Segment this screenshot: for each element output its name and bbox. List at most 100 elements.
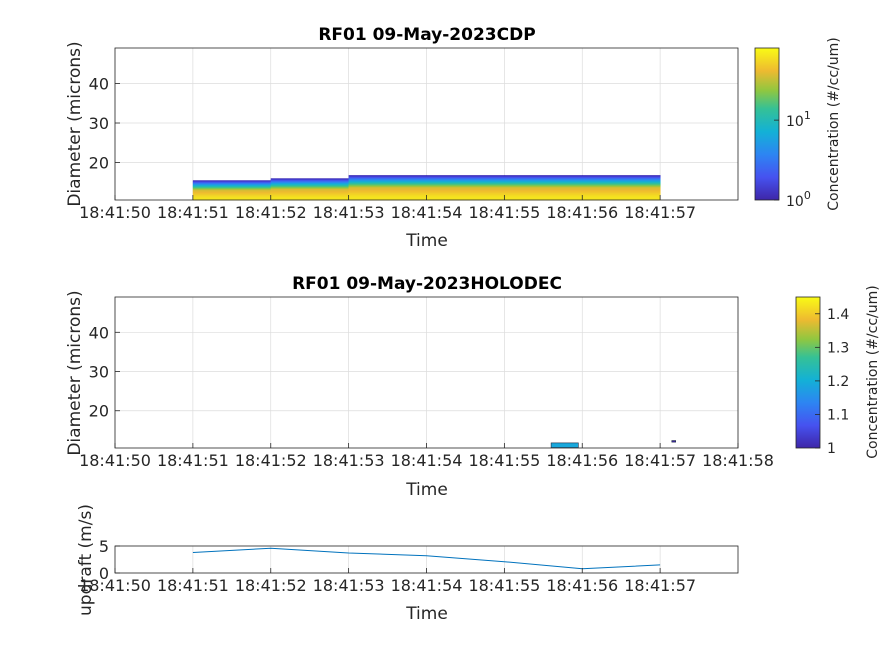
cdp-x-tick-label: 18:41:57: [624, 203, 696, 222]
updraft-x-ticks: 18:41:50 18:41:51 18:41:52 18:41:53 18:41:54…: [79, 568, 696, 595]
cdp-heatmap-cell: [582, 196, 661, 198]
cdp-heatmap-cell: [192, 189, 272, 191]
holodec-colorbar-label: Concentration (#/cc/um): [865, 285, 881, 458]
cdp-heatmap-cell: [582, 198, 661, 200]
cdp-heatmap-cell: [582, 177, 661, 179]
cdp-heatmap-cell: [504, 178, 583, 180]
cdp-heatmap-cell: [270, 183, 350, 185]
cdp-heatmap-cell: [348, 191, 427, 193]
cdp-heatmap-cell: [270, 189, 350, 191]
cdp-heatmap-cell: [426, 180, 505, 182]
cdp-heatmap-cell: [270, 188, 350, 189]
holodec-heatmap-cell: [550, 442, 579, 448]
holodec-x-ticks: 18:41:50 18:41:51 18:41:52 18:41:53 18:41:54…: [79, 443, 774, 470]
cdp-heatmap-cell: [270, 180, 350, 182]
cdp-heatmap-cell: [348, 191, 427, 193]
cdp-x-tick-label: 18:41:55: [468, 203, 540, 222]
cdp-heatmap-cell: [426, 196, 505, 198]
colorbar-tick-exponent: 0: [804, 189, 811, 202]
cdp-heatmap-cell: [192, 196, 272, 198]
cdp-heatmap-cell: [426, 198, 505, 200]
cdp-heatmap-cell: [348, 179, 427, 181]
cdp-heatmap-cell: [582, 190, 661, 192]
holodec-x-tick-label: 18:41:52: [235, 451, 307, 470]
cdp-heatmap-cell: [582, 181, 661, 183]
cdp-heatmap-cell: [348, 187, 427, 189]
holodec-y-tick-label: 30: [89, 363, 109, 382]
cdp-heatmap-cell: [582, 176, 661, 178]
cdp-heatmap-cell: [270, 184, 350, 186]
cdp-heatmap-cell: [504, 180, 583, 182]
cdp-heatmap-cell: [192, 192, 272, 193]
cdp-heatmap-cell: [504, 192, 583, 194]
cdp-heatmap-cell: [192, 188, 272, 190]
cdp-heatmap-cell: [426, 180, 505, 182]
cdp-heatmap-cell: [426, 197, 505, 199]
cdp-heatmap-cell: [270, 191, 350, 193]
cdp-heatmap-cell: [348, 197, 427, 199]
cdp-heatmap-cell: [504, 181, 583, 183]
cdp-heatmap-cell: [192, 198, 272, 199]
cdp-heatmap-cell: [504, 193, 583, 195]
cdp-heatmap-cell: [426, 193, 505, 195]
cdp-heatmap-cell: [192, 185, 272, 187]
cdp-heatmap-cell: [192, 182, 272, 184]
cdp-heatmap-cell: [504, 182, 583, 184]
cdp-heatmap-cell: [192, 184, 272, 186]
cdp-heatmap-cell: [582, 175, 661, 177]
cdp-heatmap-cell: [582, 182, 661, 184]
cdp-heatmap-cell: [348, 180, 427, 182]
cdp-heatmap-cell: [504, 190, 583, 192]
cdp-colorbar-tick-label: 101: [786, 109, 811, 130]
cdp-heatmap-cell: [192, 186, 272, 188]
cdp-heatmap-cell: [348, 196, 427, 198]
cdp-heatmap-cell: [192, 190, 272, 192]
holodec-colorbar-tick-label: 1.2: [827, 374, 849, 390]
cdp-heatmap-cell: [426, 186, 505, 188]
holodec-colorbar: [795, 296, 821, 449]
cdp-heatmap-cell: [270, 185, 350, 187]
cdp-heatmap-cell: [348, 193, 427, 195]
holodec-colorbar-tick-label: 1.1: [827, 407, 849, 423]
cdp-heatmap-cell: [348, 181, 427, 183]
cdp-heatmap-cell: [270, 181, 350, 182]
updraft-x-label: Time: [405, 604, 448, 624]
updraft-panel: 05 18:41:50 18:41:51 18:41:52 18:41:53 18:41…: [76, 504, 739, 624]
cdp-heatmap-cell: [348, 188, 427, 190]
cdp-heatmap-cell: [426, 176, 505, 179]
cdp-x-label: Time: [405, 231, 448, 251]
cdp-heatmap-cell: [348, 190, 427, 192]
cdp-heatmap-cell: [270, 190, 350, 192]
cdp-heatmap-cell: [426, 175, 505, 177]
cdp-heatmap-cell: [192, 191, 272, 193]
cdp-heatmap-cell: [426, 177, 505, 179]
cdp-heatmap-cell: [270, 194, 350, 196]
cdp-heatmap-cell: [504, 198, 583, 200]
cdp-heatmap-cell: [348, 177, 427, 179]
cdp-title: RF01 09-May-2023CDP: [318, 25, 535, 45]
cdp-heatmap-cell: [426, 196, 505, 198]
cdp-heatmap-cell: [348, 190, 427, 192]
cdp-heatmap-cell: [426, 190, 505, 192]
cdp-heatmap-cell: [504, 189, 583, 191]
cdp-heatmap-cell: [426, 195, 505, 197]
cdp-y-ticks: 20 30 40: [89, 75, 120, 172]
cdp-heatmap-cell: [270, 197, 350, 199]
cdp-heatmap-cell: [504, 193, 583, 195]
cdp-heatmap-cell: [504, 197, 583, 199]
updraft-y-label: updraft (m/s): [76, 504, 96, 616]
cdp-heatmap-cell: [270, 181, 350, 183]
cdp-heatmap-cell: [504, 196, 583, 198]
cdp-heatmap-cell: [426, 182, 505, 184]
cdp-heatmap-cell: [582, 190, 661, 192]
cdp-heatmap-cell: [270, 198, 350, 200]
cdp-heatmap-cell: [582, 193, 661, 195]
cdp-heatmap-cell: [504, 178, 583, 180]
cdp-heatmap-cell: [426, 191, 505, 193]
holodec-colorbar-tick-label: 1: [827, 441, 836, 457]
cdp-heatmap-cell: [426, 185, 505, 187]
cdp-heatmap-cell: [348, 186, 427, 188]
cdp-heatmap-cell: [192, 194, 272, 196]
cdp-heatmap-cell: [426, 176, 505, 178]
cdp-heatmap-cell: [192, 196, 272, 197]
